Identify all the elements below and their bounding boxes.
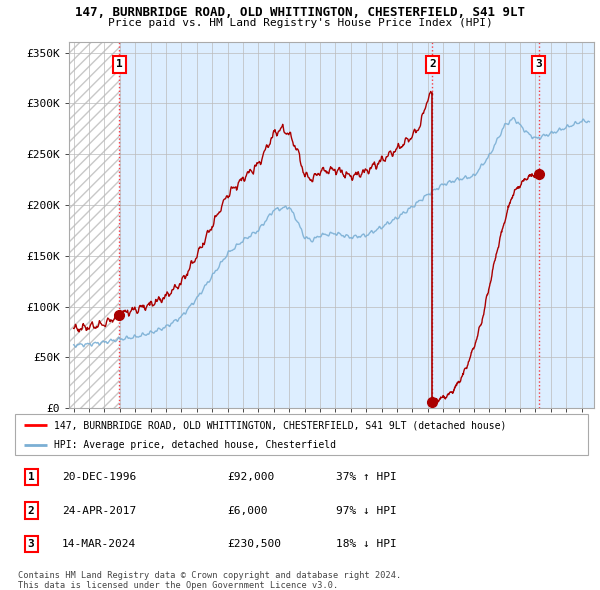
Text: 3: 3 [28, 539, 34, 549]
Text: 18% ↓ HPI: 18% ↓ HPI [336, 539, 397, 549]
Text: 20-DEC-1996: 20-DEC-1996 [62, 472, 136, 482]
Text: 2: 2 [429, 60, 436, 70]
Text: HPI: Average price, detached house, Chesterfield: HPI: Average price, detached house, Ches… [54, 440, 336, 450]
Text: 1: 1 [116, 60, 123, 70]
Text: 14-MAR-2024: 14-MAR-2024 [62, 539, 136, 549]
Text: Price paid vs. HM Land Registry's House Price Index (HPI): Price paid vs. HM Land Registry's House … [107, 18, 493, 28]
Text: 1: 1 [28, 472, 34, 482]
Text: £6,000: £6,000 [227, 506, 268, 516]
Text: 2: 2 [28, 506, 34, 516]
Text: This data is licensed under the Open Government Licence v3.0.: This data is licensed under the Open Gov… [18, 581, 338, 590]
Text: 37% ↑ HPI: 37% ↑ HPI [336, 472, 397, 482]
Text: Contains HM Land Registry data © Crown copyright and database right 2024.: Contains HM Land Registry data © Crown c… [18, 571, 401, 580]
Text: 97% ↓ HPI: 97% ↓ HPI [336, 506, 397, 516]
Text: 3: 3 [535, 60, 542, 70]
Text: £230,500: £230,500 [227, 539, 281, 549]
Text: £92,000: £92,000 [227, 472, 274, 482]
Text: 147, BURNBRIDGE ROAD, OLD WHITTINGTON, CHESTERFIELD, S41 9LT (detached house): 147, BURNBRIDGE ROAD, OLD WHITTINGTON, C… [54, 420, 506, 430]
Text: 24-APR-2017: 24-APR-2017 [62, 506, 136, 516]
Text: 147, BURNBRIDGE ROAD, OLD WHITTINGTON, CHESTERFIELD, S41 9LT: 147, BURNBRIDGE ROAD, OLD WHITTINGTON, C… [75, 6, 525, 19]
